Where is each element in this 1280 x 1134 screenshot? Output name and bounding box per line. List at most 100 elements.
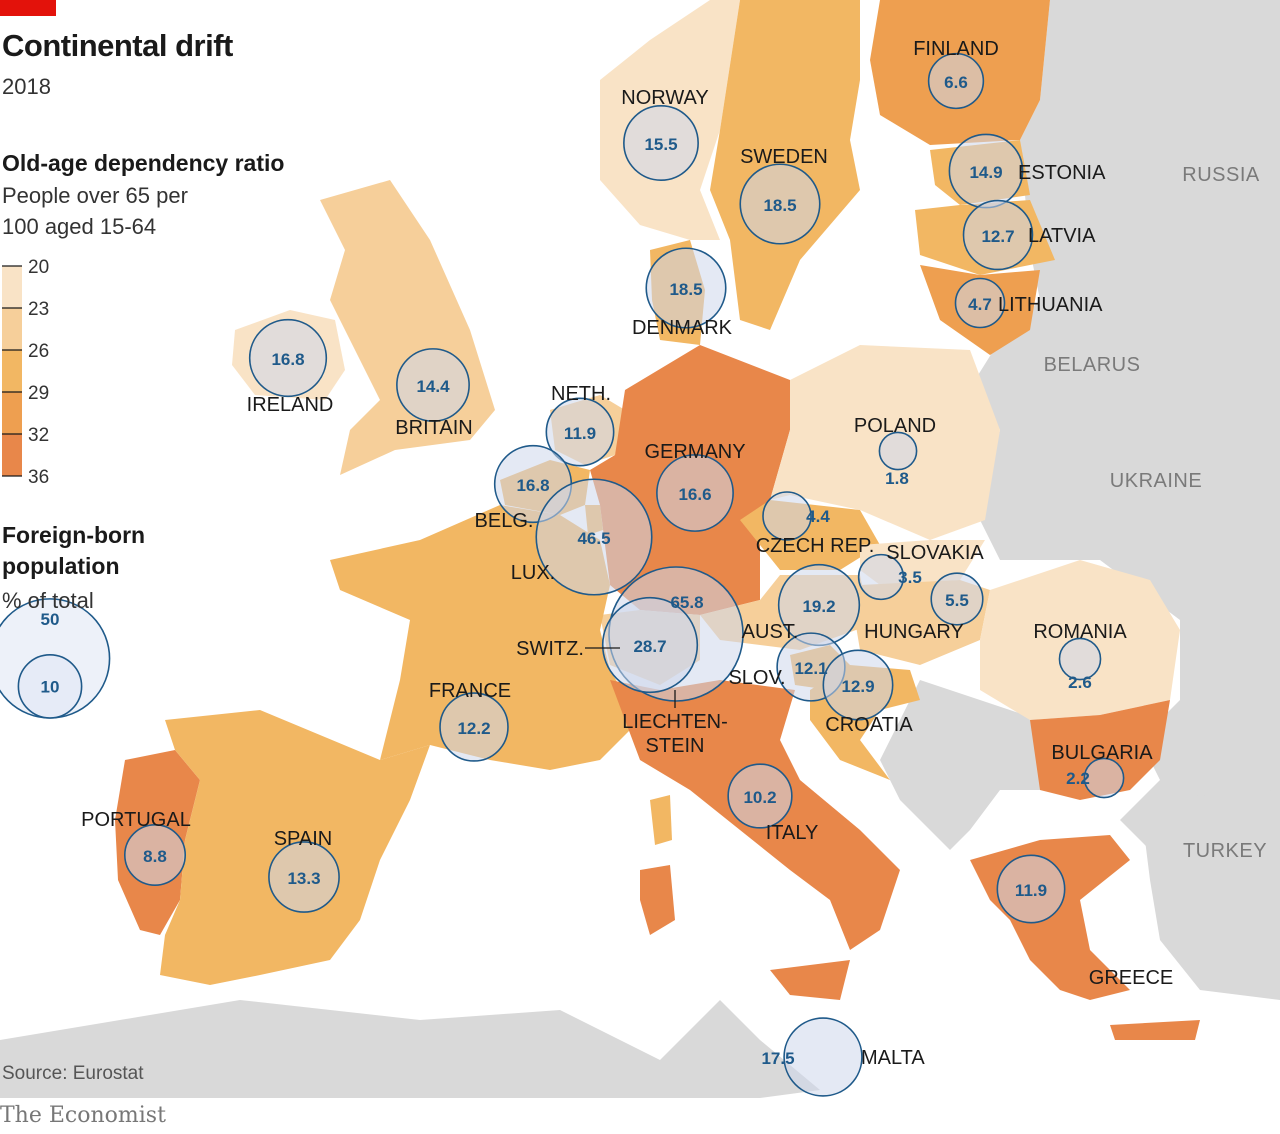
color-tick-label: 23 bbox=[28, 299, 49, 320]
bubble-value-label: 18.5 bbox=[669, 280, 702, 299]
color-tick-label: 29 bbox=[28, 383, 49, 404]
neighbor-label: BELARUS bbox=[1044, 354, 1141, 376]
size-example-label: 10 bbox=[41, 677, 60, 696]
bubble-value-label: 2.2 bbox=[1066, 769, 1090, 788]
bubble-croatia bbox=[822, 649, 894, 721]
color-swatch bbox=[2, 392, 22, 434]
bubble-greece bbox=[996, 854, 1066, 924]
neighbor-label: UKRAINE bbox=[1110, 470, 1202, 492]
country-corsica bbox=[650, 795, 672, 845]
bubble-value-label: 28.7 bbox=[633, 637, 666, 656]
country-label: GERMANY bbox=[644, 441, 745, 463]
bubble-poland bbox=[878, 431, 918, 471]
color-swatch bbox=[2, 308, 22, 350]
size-legend-title-2: population bbox=[2, 553, 120, 579]
bubble-value-label: 2.6 bbox=[1068, 673, 1092, 692]
bubble-value-label: 46.5 bbox=[577, 529, 610, 548]
bubble-bulgaria bbox=[1083, 757, 1125, 799]
bubble-slovakia bbox=[857, 553, 905, 601]
color-swatch bbox=[2, 434, 22, 476]
country-sardinia bbox=[640, 865, 675, 935]
bubble-value-label: 12.7 bbox=[981, 227, 1014, 246]
country-label: BULGARIA bbox=[1051, 742, 1153, 764]
neighbor-labels: RUSSIA BELARUS UKRAINE TURKEY bbox=[1044, 164, 1267, 862]
bubble-value-label: 14.9 bbox=[969, 163, 1002, 182]
country-sicily bbox=[770, 960, 850, 1000]
country-label: LATVIA bbox=[1028, 225, 1096, 247]
size-legend-sub: % of total bbox=[2, 588, 94, 613]
country-label: CROATIA bbox=[825, 714, 913, 736]
color-swatch bbox=[2, 350, 22, 392]
land-north-africa bbox=[0, 1000, 820, 1098]
bubble-value-label: 12.2 bbox=[457, 719, 490, 738]
bubble-italy bbox=[727, 763, 793, 829]
leader-lines bbox=[585, 647, 676, 708]
country-label: AUST. bbox=[742, 621, 799, 643]
bubble-romania bbox=[1058, 637, 1102, 681]
bubble-value-label: 5.5 bbox=[945, 591, 969, 610]
country-bulgaria bbox=[1030, 700, 1170, 800]
chart-subtitle: 2018 bbox=[2, 74, 51, 99]
country-label: DENMARK bbox=[632, 317, 733, 339]
bubble-denmark bbox=[645, 247, 727, 329]
country-label: LUX. bbox=[511, 562, 555, 584]
bubble-value-label: 4.4 bbox=[806, 507, 830, 526]
bubble-value-label: 16.8 bbox=[516, 476, 549, 495]
country-label: LIECHTEN-STEIN bbox=[622, 711, 728, 757]
bubble-malta bbox=[783, 1017, 863, 1097]
country-label: NETH. bbox=[551, 383, 611, 405]
bubble-portugal bbox=[123, 823, 187, 887]
color-legend-sub-2: 100 aged 15-64 bbox=[2, 214, 157, 239]
country-label: SLOVAKIA bbox=[886, 542, 984, 564]
bubbles: 6.6 15.5 18.5 14.9 12.7 4.7 18.5 16.8 14.4 11.9 16… bbox=[123, 52, 1125, 1097]
country-crete bbox=[1110, 1020, 1200, 1040]
country-label: POLAND bbox=[854, 415, 936, 437]
country-label: GREECE bbox=[1089, 967, 1173, 989]
bubble-spain bbox=[268, 841, 340, 913]
country-label: SPAIN bbox=[274, 828, 333, 850]
color-tick-label: 32 bbox=[28, 425, 49, 446]
country-label: NORWAY bbox=[621, 87, 708, 109]
country-label: BELG. bbox=[475, 510, 534, 532]
bubble-value-label: 3.5 bbox=[898, 568, 922, 587]
neighbor-label: RUSSIA bbox=[1182, 164, 1260, 186]
bubble-value-label: 8.8 bbox=[143, 847, 167, 866]
bubble-lithuania bbox=[954, 277, 1006, 329]
country-label: ROMANIA bbox=[1033, 621, 1127, 643]
country-label: CZECH REP. bbox=[756, 535, 875, 557]
color-tick-label: 26 bbox=[28, 341, 49, 362]
bubble-france bbox=[439, 692, 509, 762]
bubble-finland bbox=[927, 52, 985, 110]
bubble-hungary bbox=[930, 572, 984, 626]
color-tick-label: 36 bbox=[28, 467, 49, 488]
country-label: PORTUGAL bbox=[81, 809, 191, 831]
country-labels: FINLAND NORWAY SWEDEN ESTONIA LATVIA LITHUANI… bbox=[81, 38, 1173, 1069]
land-balkans bbox=[880, 680, 1060, 850]
bubble-norway bbox=[623, 105, 699, 181]
source-note: Source: Eurostat bbox=[2, 1063, 144, 1084]
bubble-latvia bbox=[962, 199, 1034, 271]
brand-logo: The Economist bbox=[0, 1103, 166, 1128]
country-label: IRELAND bbox=[247, 394, 334, 416]
bubble-value-label: 19.2 bbox=[802, 597, 835, 616]
bubble-value-label: 4.7 bbox=[968, 295, 992, 314]
color-tick-label: 20 bbox=[28, 257, 49, 278]
bubble-value-label: 15.5 bbox=[644, 135, 677, 154]
bubble-czech-rep- bbox=[762, 491, 812, 541]
bubble-value-label: 12.1 bbox=[794, 659, 827, 678]
country-label: FINLAND bbox=[913, 38, 999, 60]
country-label: SLOV. bbox=[728, 667, 785, 689]
bubble-sweden bbox=[739, 163, 821, 245]
background-land bbox=[0, 0, 1280, 1098]
bubble-value-label: 16.6 bbox=[678, 485, 711, 504]
bubble-value-label: 11.9 bbox=[1015, 881, 1047, 900]
bubble-value-label: 18.5 bbox=[763, 196, 796, 215]
brand-tag bbox=[0, 0, 56, 16]
country-label: BRITAIN bbox=[395, 417, 472, 439]
bubble-value-label: 17.5 bbox=[761, 1049, 794, 1068]
bubble-value-label: 11.9 bbox=[564, 424, 596, 443]
color-swatch bbox=[2, 266, 22, 308]
bubble-switz- bbox=[601, 596, 699, 694]
country-label: HUNGARY bbox=[864, 621, 964, 643]
